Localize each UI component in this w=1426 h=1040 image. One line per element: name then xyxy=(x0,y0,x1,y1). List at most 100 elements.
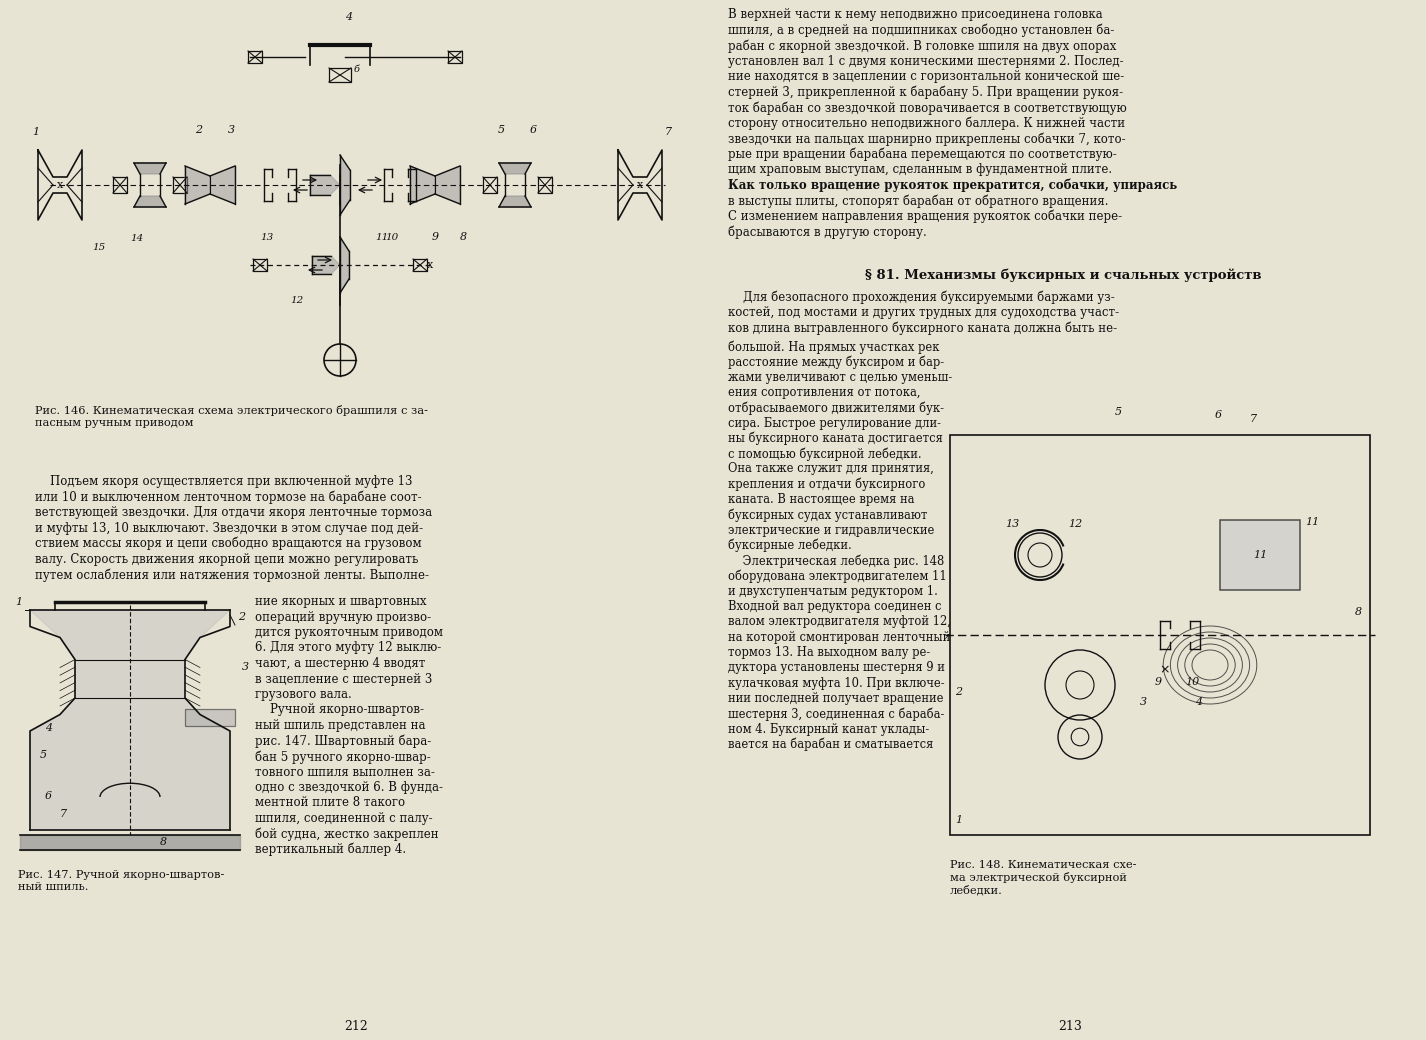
Polygon shape xyxy=(30,610,230,830)
Text: 12: 12 xyxy=(289,296,304,305)
Text: Ручной якорно-швартов-: Ручной якорно-швартов- xyxy=(255,703,424,717)
Text: сира. Быстрое регулирование дли-: сира. Быстрое регулирование дли- xyxy=(729,416,941,430)
Bar xyxy=(414,259,426,271)
Text: рис. 147. Швартовный бара-: рис. 147. Швартовный бара- xyxy=(255,734,431,748)
Text: с помощью буксирной лебедки.: с помощью буксирной лебедки. xyxy=(729,447,921,461)
Text: ения сопротивления от потока,: ения сопротивления от потока, xyxy=(729,386,921,399)
Text: 13: 13 xyxy=(260,233,274,242)
Text: 1: 1 xyxy=(16,597,23,607)
Text: С изменением направления вращения рукояток собачки пере-: С изменением направления вращения рукоят… xyxy=(729,209,1122,223)
Bar xyxy=(173,177,187,193)
Text: шестерня 3, соединенная с бараба-: шестерня 3, соединенная с бараба- xyxy=(729,707,944,721)
Text: 6: 6 xyxy=(530,125,538,135)
Polygon shape xyxy=(499,196,530,207)
Text: ×: × xyxy=(1159,664,1171,676)
Text: x: x xyxy=(637,180,643,190)
Text: ны буксирного каната достигается: ны буксирного каната достигается xyxy=(729,432,943,445)
Text: Как только вращение рукояток прекратится, собачки, упираясь: Как только вращение рукояток прекратится… xyxy=(729,179,1178,192)
Text: 5: 5 xyxy=(40,751,47,760)
Text: Для безопасного прохождения буксируемыми баржами уз-: Для безопасного прохождения буксируемыми… xyxy=(729,290,1115,304)
Text: ков длина вытравленного буксирного каната должна быть не-: ков длина вытравленного буксирного канат… xyxy=(729,321,1117,335)
Text: 8: 8 xyxy=(160,837,167,847)
Text: шпиля, соединенной с палу-: шпиля, соединенной с палу- xyxy=(255,812,432,825)
Text: ток барабан со звездочкой поворачивается в соответствующую: ток барабан со звездочкой поворачивается… xyxy=(729,101,1127,114)
Text: б: б xyxy=(354,66,359,74)
Text: Электрическая лебедка рис. 148: Электрическая лебедка рис. 148 xyxy=(729,554,944,568)
Text: рабан с якорной звездочкой. В головке шпиля на двух опорах: рабан с якорной звездочкой. В головке шп… xyxy=(729,40,1117,52)
Text: сторону относительно неподвижного баллера. К нижней части: сторону относительно неподвижного баллер… xyxy=(729,116,1125,130)
Text: и двухступенчатым редуктором 1.: и двухступенчатым редуктором 1. xyxy=(729,584,938,598)
Text: 11: 11 xyxy=(1305,517,1319,527)
Text: звездочки на пальцах шарнирно прикреплены собачки 7, кото-: звездочки на пальцах шарнирно прикреплен… xyxy=(729,132,1125,146)
Text: каната. В настоящее время на: каната. В настоящее время на xyxy=(729,493,914,506)
Text: 9: 9 xyxy=(1155,677,1162,687)
Polygon shape xyxy=(20,835,240,850)
Text: чают, а шестерню 4 вводят: чают, а шестерню 4 вводят xyxy=(255,657,425,670)
Bar xyxy=(329,68,351,82)
Text: x: x xyxy=(426,260,434,270)
Text: 13: 13 xyxy=(1005,519,1020,529)
Bar xyxy=(185,709,235,726)
Text: шпиля, а в средней на подшипниках свободно установлен ба-: шпиля, а в средней на подшипниках свобод… xyxy=(729,24,1114,37)
Text: 213: 213 xyxy=(1058,1020,1082,1033)
Text: 2: 2 xyxy=(238,612,245,622)
Text: 5: 5 xyxy=(1115,407,1122,417)
Polygon shape xyxy=(499,163,530,174)
Text: Рис. 148. Кинематическая схе-
ма электрической буксирной
лебедки.: Рис. 148. Кинематическая схе- ма электри… xyxy=(950,860,1137,895)
Text: валом электродвигателя муфтой 12,: валом электродвигателя муфтой 12, xyxy=(729,616,951,628)
Text: 4: 4 xyxy=(345,12,352,22)
Bar xyxy=(950,435,1370,835)
Text: 14: 14 xyxy=(130,234,143,243)
Polygon shape xyxy=(339,237,349,293)
Text: в выступы плиты, стопорят барабан от обратного вращения.: в выступы плиты, стопорят барабан от обр… xyxy=(729,194,1108,208)
Text: § 81. Механизмы буксирных и счальных устройств: § 81. Механизмы буксирных и счальных уст… xyxy=(864,268,1261,282)
Text: брасываются в другую сторону.: брасываются в другую сторону. xyxy=(729,225,927,238)
Bar xyxy=(538,177,552,193)
Text: 2: 2 xyxy=(195,125,202,135)
Polygon shape xyxy=(134,196,165,207)
Text: 6: 6 xyxy=(46,791,53,801)
Text: отбрасываемого движителями бук-: отбрасываемого движителями бук- xyxy=(729,401,944,415)
Text: 4: 4 xyxy=(1195,697,1202,707)
Text: 2: 2 xyxy=(955,687,963,697)
Text: 12: 12 xyxy=(1068,519,1082,529)
Text: установлен вал 1 с двумя коническими шестернями 2. Послед-: установлен вал 1 с двумя коническими шес… xyxy=(729,54,1124,68)
Text: 3: 3 xyxy=(242,662,250,673)
Bar xyxy=(248,51,262,63)
Text: Рис. 146. Кинематическая схема электрического брашпиля с за-
пасным ручным приво: Рис. 146. Кинематическая схема электриче… xyxy=(36,405,428,427)
Text: в зацепление с шестерней 3: в зацепление с шестерней 3 xyxy=(255,673,432,685)
Text: 7: 7 xyxy=(665,127,672,137)
Polygon shape xyxy=(210,166,235,204)
Text: путем ослабления или натяжения тормозной ленты. Выполне-: путем ослабления или натяжения тормозной… xyxy=(36,568,429,581)
Text: рые при вращении барабана перемещаются по соответствую-: рые при вращении барабана перемещаются п… xyxy=(729,148,1117,161)
Text: В верхней части к нему неподвижно присоединена головка: В верхней части к нему неподвижно присое… xyxy=(729,8,1102,21)
Text: бан 5 ручного якорно-швар-: бан 5 ручного якорно-швар- xyxy=(255,750,431,763)
Text: тормоз 13. На выходном валу ре-: тормоз 13. На выходном валу ре- xyxy=(729,646,930,659)
Text: ние находятся в зацеплении с горизонтальной конической ше-: ние находятся в зацеплении с горизонталь… xyxy=(729,70,1124,83)
Text: вертикальный баллер 4.: вертикальный баллер 4. xyxy=(255,843,406,857)
Text: валу. Скорость движения якорной цепи можно регулировать: валу. Скорость движения якорной цепи мож… xyxy=(36,552,418,566)
Text: 10: 10 xyxy=(385,233,398,242)
Text: нии последней получает вращение: нии последней получает вращение xyxy=(729,692,944,705)
Text: и муфты 13, 10 выключают. Звездочки в этом случае под дей-: и муфты 13, 10 выключают. Звездочки в эт… xyxy=(36,521,424,535)
Text: x: x xyxy=(57,180,63,190)
Text: крепления и отдачи буксирного: крепления и отдачи буксирного xyxy=(729,477,925,491)
Text: 6. Для этого муфту 12 выклю-: 6. Для этого муфту 12 выклю- xyxy=(255,642,441,654)
Text: ние якорных и швартовных: ние якорных и швартовных xyxy=(255,595,426,608)
Text: Она также служит для принятия,: Она также служит для принятия, xyxy=(729,463,934,475)
Text: Входной вал редуктора соединен с: Входной вал редуктора соединен с xyxy=(729,600,941,614)
Polygon shape xyxy=(312,256,339,274)
Text: Рис. 147. Ручной якорно-швартов-
ный шпиль.: Рис. 147. Ручной якорно-швартов- ный шпи… xyxy=(19,870,224,891)
Polygon shape xyxy=(435,166,461,204)
Text: 212: 212 xyxy=(344,1020,368,1033)
Polygon shape xyxy=(185,166,210,204)
Text: костей, под мостами и других трудных для судоходства участ-: костей, под мостами и других трудных для… xyxy=(729,306,1119,318)
Text: 9: 9 xyxy=(432,232,439,242)
Bar xyxy=(483,177,498,193)
Text: дуктора установлены шестерня 9 и: дуктора установлены шестерня 9 и xyxy=(729,661,945,674)
Bar xyxy=(113,177,127,193)
Text: оборудована электродвигателем 11: оборудована электродвигателем 11 xyxy=(729,570,947,583)
Polygon shape xyxy=(339,155,349,215)
Text: 10: 10 xyxy=(1185,677,1199,687)
Polygon shape xyxy=(411,166,435,204)
